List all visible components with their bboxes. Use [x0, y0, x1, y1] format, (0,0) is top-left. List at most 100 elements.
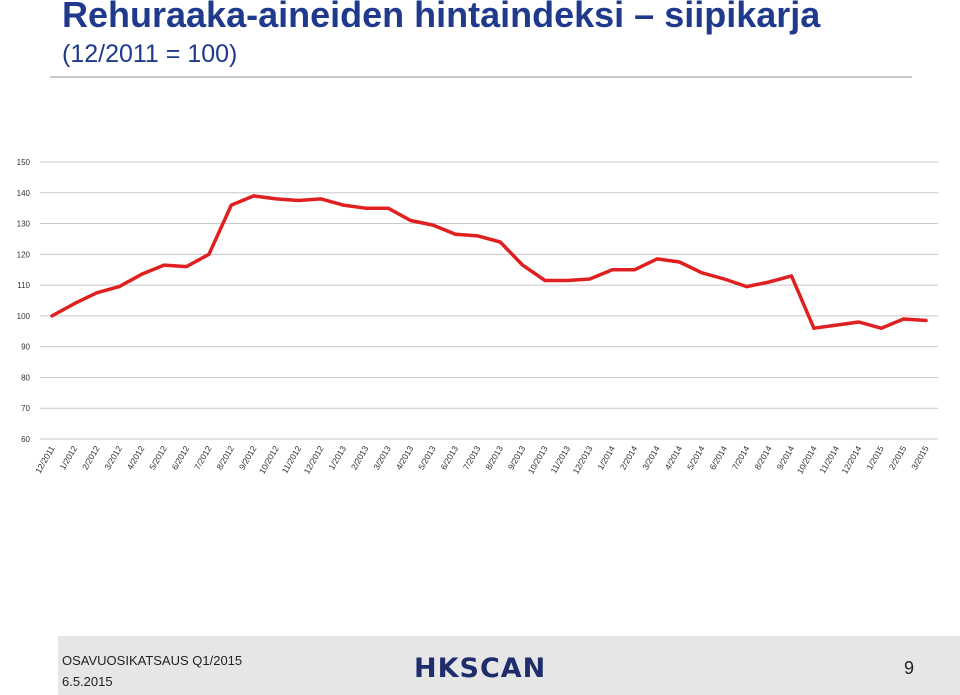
data-point — [633, 268, 637, 272]
data-point — [588, 277, 592, 281]
data-point — [274, 197, 278, 201]
x-tick-label: 9/2012 — [237, 444, 259, 472]
data-point — [207, 252, 211, 256]
x-tick-label: 6/2013 — [438, 444, 460, 472]
y-tick-label: 100 — [17, 312, 31, 321]
y-tick-label: 110 — [17, 281, 30, 290]
data-point — [722, 277, 726, 281]
data-point — [745, 285, 749, 289]
x-tick-label: 5/2013 — [416, 444, 438, 472]
x-tick-label: 3/2013 — [371, 444, 393, 472]
data-point — [162, 263, 166, 267]
y-tick-label: 70 — [21, 404, 30, 413]
x-tick-label: 2/2012 — [80, 444, 102, 472]
data-point — [184, 265, 188, 269]
x-tick-label: 12/2013 — [571, 444, 595, 476]
x-tick-label: 8/2012 — [214, 444, 236, 472]
data-point — [252, 194, 256, 198]
x-tick-label: 12/2012 — [302, 444, 326, 476]
data-point — [879, 326, 883, 330]
data-point — [857, 320, 861, 324]
x-tick-label: 8/2014 — [752, 444, 774, 472]
gridlines — [40, 161, 938, 440]
data-point — [140, 272, 144, 276]
x-tick-label: 2/2015 — [887, 444, 909, 472]
data-point — [341, 203, 345, 207]
y-tick-label: 130 — [17, 220, 31, 229]
data-point — [95, 291, 99, 295]
title-divider — [50, 76, 912, 78]
data-point — [902, 317, 906, 321]
y-tick-label: 60 — [21, 435, 30, 444]
data-point — [767, 280, 771, 284]
footer-bar: OSAVUOSIKATSAUS Q1/2015 6.5.2015 HKSCAN … — [58, 636, 960, 695]
x-tick-label: 9/2013 — [506, 444, 528, 472]
data-point — [453, 232, 457, 236]
y-tick-label: 90 — [21, 343, 30, 352]
data-point — [476, 234, 480, 238]
x-tick-label: 2/2013 — [349, 444, 371, 472]
x-tick-label: 10/2014 — [795, 444, 819, 476]
data-point — [700, 271, 704, 275]
x-tick-label: 12/2014 — [839, 444, 863, 476]
x-tick-label: 5/2014 — [685, 444, 707, 472]
data-point — [565, 278, 569, 282]
data-point — [72, 302, 76, 306]
x-tick-label: 7/2014 — [730, 444, 752, 472]
page-number: 9 — [904, 658, 915, 678]
x-tick-label: 8/2013 — [483, 444, 505, 472]
data-point — [319, 197, 323, 201]
y-tick-label: 140 — [17, 189, 31, 198]
x-tick-label: 4/2014 — [663, 444, 685, 472]
y-tick-label: 80 — [21, 373, 30, 382]
x-tick-label: 9/2014 — [775, 444, 797, 472]
data-point — [677, 260, 681, 264]
price-index-chart: 60 70 80 90 100 110 120 130 140 150 12/2011 1/2012… — [17, 158, 938, 476]
data-point — [610, 268, 614, 272]
x-tick-label: 4/2012 — [125, 444, 147, 472]
x-tick-label: 11/2014 — [817, 444, 841, 475]
hkscan-logo: HKSCAN — [414, 653, 547, 684]
data-point — [297, 198, 301, 202]
series-lines — [50, 194, 928, 330]
data-point — [834, 323, 838, 327]
x-tick-label: 3/2012 — [102, 444, 124, 472]
data-point — [409, 218, 413, 222]
slide-subtitle: (12/2011 = 100) — [62, 40, 238, 68]
y-tick-label: 150 — [17, 158, 31, 167]
x-tick-label: 4/2013 — [394, 444, 416, 472]
data-point — [50, 314, 54, 318]
x-tick-label: 11/2012 — [280, 444, 304, 475]
series-line-0 — [50, 194, 928, 330]
data-point — [498, 240, 502, 244]
x-tick-label: 12/2011 — [33, 444, 57, 475]
y-tick-label: 120 — [17, 250, 31, 259]
data-point — [790, 274, 794, 278]
x-tick-label: 6/2014 — [707, 444, 729, 472]
x-tick-label: 3/2014 — [640, 444, 662, 472]
x-tick-label: 5/2012 — [147, 444, 169, 472]
x-tick-label: 3/2015 — [909, 444, 931, 472]
x-tick-label: 10/2013 — [526, 444, 550, 476]
data-point — [117, 285, 121, 289]
x-tick-label: 7/2012 — [192, 444, 214, 472]
y-axis-ticks: 60 70 80 90 100 110 120 130 140 150 — [17, 158, 31, 444]
x-tick-label: 1/2014 — [595, 444, 617, 472]
data-point — [229, 203, 233, 207]
x-tick-label: 1/2015 — [864, 444, 886, 472]
slide-title: Rehuraaka-aineiden hintaindeksi – siipik… — [62, 0, 821, 35]
footer-date: 6.5.2015 — [62, 674, 113, 689]
x-tick-label: 6/2012 — [170, 444, 192, 472]
data-point — [812, 326, 816, 330]
x-axis-ticks: 12/2011 1/2012 2/2012 3/2012 4/2012 5/2012 6/2… — [33, 444, 931, 476]
x-tick-label: 11/2013 — [548, 444, 572, 475]
data-point — [543, 278, 547, 282]
footer-report-title: OSAVUOSIKATSAUS Q1/2015 — [62, 653, 243, 668]
data-point — [521, 263, 525, 267]
x-tick-label: 10/2012 — [257, 444, 281, 476]
data-point — [924, 319, 928, 323]
x-tick-label: 7/2013 — [461, 444, 483, 472]
x-tick-label: 1/2013 — [326, 444, 348, 472]
data-point — [431, 223, 435, 227]
data-point — [364, 206, 368, 210]
